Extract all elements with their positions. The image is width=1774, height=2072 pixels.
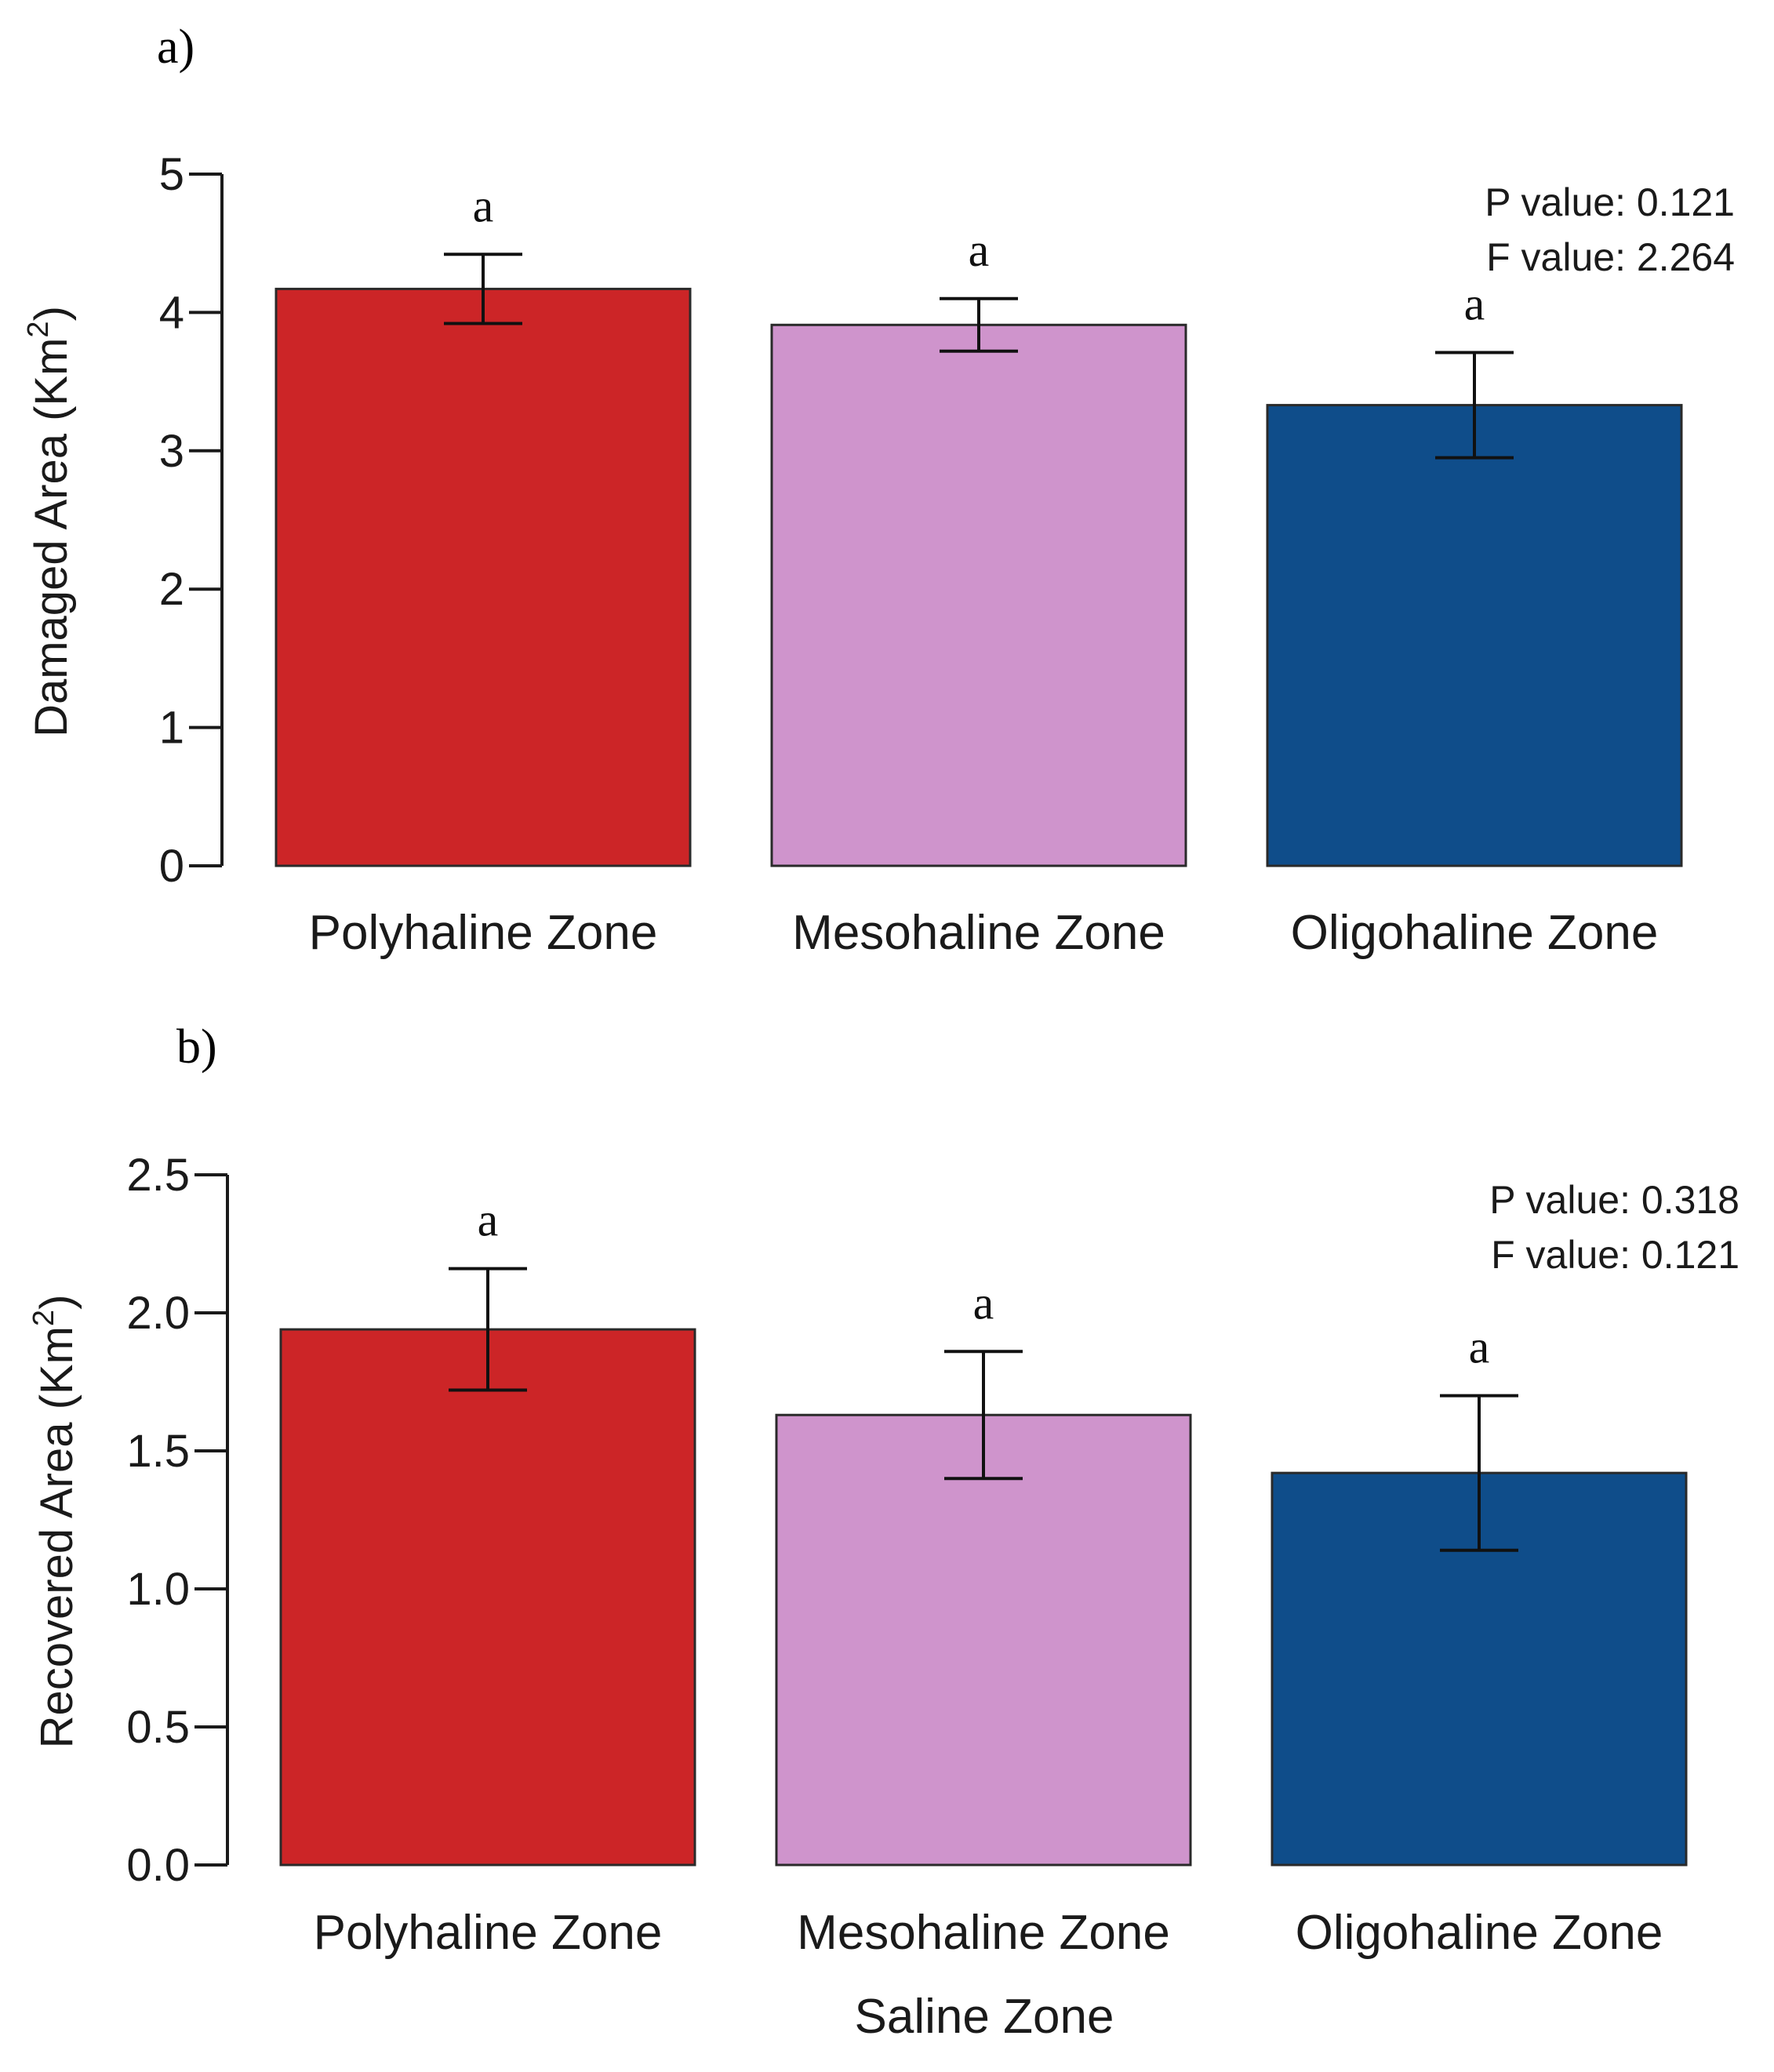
y-axis-label-superscript: 2 [22,321,55,337]
y-tick-label: 1.5 [126,1426,190,1477]
y-tick-label: 1.0 [126,1564,190,1615]
significance-letter: a [969,224,990,276]
y-tick-label: 0.5 [126,1702,190,1753]
stats-annotation: P value: 0.318 [1489,1178,1739,1222]
bar [1266,404,1683,867]
stats-annotation: F value: 0.121 [1491,1233,1739,1277]
y-axis-label-close: ) [31,1295,82,1310]
panel-label: a) [157,20,194,74]
chart-panel-b: b) 0.0 0.5 1.0 1.5 2.0 2.5 Recovered Area (Km2)… [27,1020,1739,2044]
x-tick-label: Mesohaline Zone [797,1906,1170,1960]
y-axis-label-superscript: 2 [27,1310,60,1326]
significance-letter: a [478,1194,499,1246]
y-tick-label: 2.5 [126,1150,190,1201]
y-tick-label: 2.0 [126,1288,190,1339]
y-axis-label-close: ) [26,306,77,321]
significance-letter: a [1469,1321,1490,1373]
stats-annotation: P value: 0.121 [1485,180,1735,224]
x-axis-label: Saline Zone [855,1990,1114,2044]
y-tick-label: 1 [159,703,184,754]
x-tick-label: Oligohaline Zone [1291,906,1659,960]
y-tick-label: 0.0 [126,1840,190,1891]
panel-label: b) [176,1020,217,1074]
significance-letter: a [973,1277,994,1329]
x-tick-label: Polyhaline Zone [309,906,658,960]
bar [770,323,1187,867]
stats-annotation: F value: 2.264 [1486,235,1735,279]
significance-letter: a [473,180,494,231]
y-axis-label: Damaged Area (Km2) [22,306,77,737]
bar [775,1413,1192,1867]
y-tick-label: 0 [159,841,184,892]
bar [279,1328,696,1867]
y-tick-label: 2 [159,564,184,615]
x-tick-label: Oligohaline Zone [1296,1906,1663,1960]
y-tick-label: 4 [159,287,184,338]
bar [274,287,692,867]
y-tick-label: 5 [159,149,184,200]
y-axis-label-text: Recovered Area (Km [31,1326,82,1748]
x-tick-label: Polyhaline Zone [314,1906,663,1960]
y-axis-label: Recovered Area (Km2) [27,1295,82,1749]
x-tick-label: Mesohaline Zone [792,906,1165,960]
y-axis-label-text: Damaged Area (Km [26,338,77,737]
significance-letter: a [1464,278,1485,330]
y-tick-label: 3 [159,426,184,477]
